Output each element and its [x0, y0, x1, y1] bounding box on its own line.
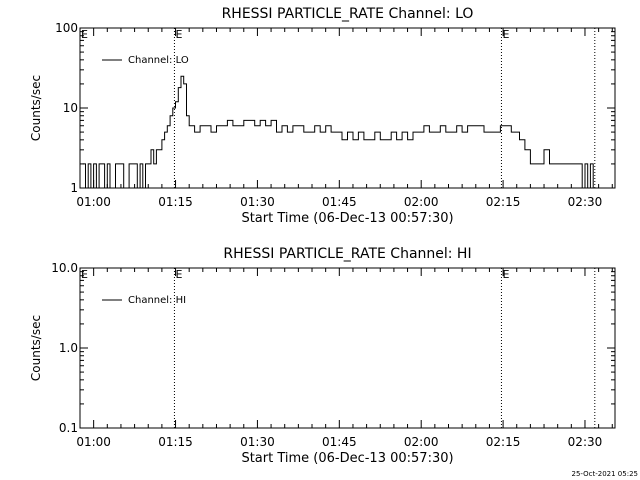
- x-tick-label: 01:15: [158, 435, 193, 449]
- x-axis-label: Start Time (06-Dec-13 00:57:30): [241, 451, 453, 466]
- y-tick-label: 1: [70, 181, 78, 195]
- x-tick-label: 01:30: [240, 435, 275, 449]
- y-tick-label: 100: [55, 21, 78, 35]
- x-axis-label: Start Time (06-Dec-13 00:57:30): [241, 211, 453, 226]
- x-tick-label: 02:00: [404, 195, 439, 209]
- event-marker-label: E: [175, 268, 182, 281]
- y-tick-label: 10.0: [51, 261, 78, 275]
- y-tick-label: 10: [63, 101, 78, 115]
- y-tick-label: 1.0: [59, 341, 78, 355]
- chart-title: RHESSI PARTICLE_RATE Channel: HI: [223, 246, 471, 262]
- x-tick-label: 01:45: [322, 195, 357, 209]
- timestamp-footer: 25-Oct-2021 05:25: [572, 470, 638, 478]
- series-line: [82, 75, 594, 189]
- y-axis-label: Counts/sec: [29, 315, 43, 381]
- chart-title: RHESSI PARTICLE_RATE Channel: LO: [222, 6, 474, 22]
- x-tick-label: 02:15: [486, 435, 521, 449]
- x-tick-label: 01:30: [240, 195, 275, 209]
- event-marker-label: E: [81, 28, 88, 41]
- event-marker-label: E: [502, 268, 509, 281]
- legend-label: Channel: HI: [128, 295, 186, 306]
- x-tick-label: 01:00: [76, 195, 111, 209]
- x-tick-label: 01:45: [322, 435, 357, 449]
- x-tick-label: 02:30: [568, 195, 603, 209]
- panel-hi: RHESSI PARTICLE_RATE Channel: HI Start Ti…: [29, 246, 616, 466]
- legend-label: Channel: LO: [128, 55, 189, 66]
- x-tick-label: 01:15: [158, 195, 193, 209]
- x-tick-label: 02:00: [404, 435, 439, 449]
- x-tick-label: 02:15: [486, 195, 521, 209]
- plot-frame: [79, 267, 616, 429]
- x-tick-label: 02:30: [568, 435, 603, 449]
- event-marker-label: E: [81, 268, 88, 281]
- y-axis-label: Counts/sec: [29, 75, 43, 141]
- panel-lo: RHESSI PARTICLE_RATE Channel: LO Start Ti…: [29, 6, 616, 226]
- x-tick-label: 01:00: [76, 435, 111, 449]
- event-marker-label: E: [502, 28, 509, 41]
- event-marker-label: E: [175, 28, 182, 41]
- y-tick-label: 0.1: [59, 421, 78, 435]
